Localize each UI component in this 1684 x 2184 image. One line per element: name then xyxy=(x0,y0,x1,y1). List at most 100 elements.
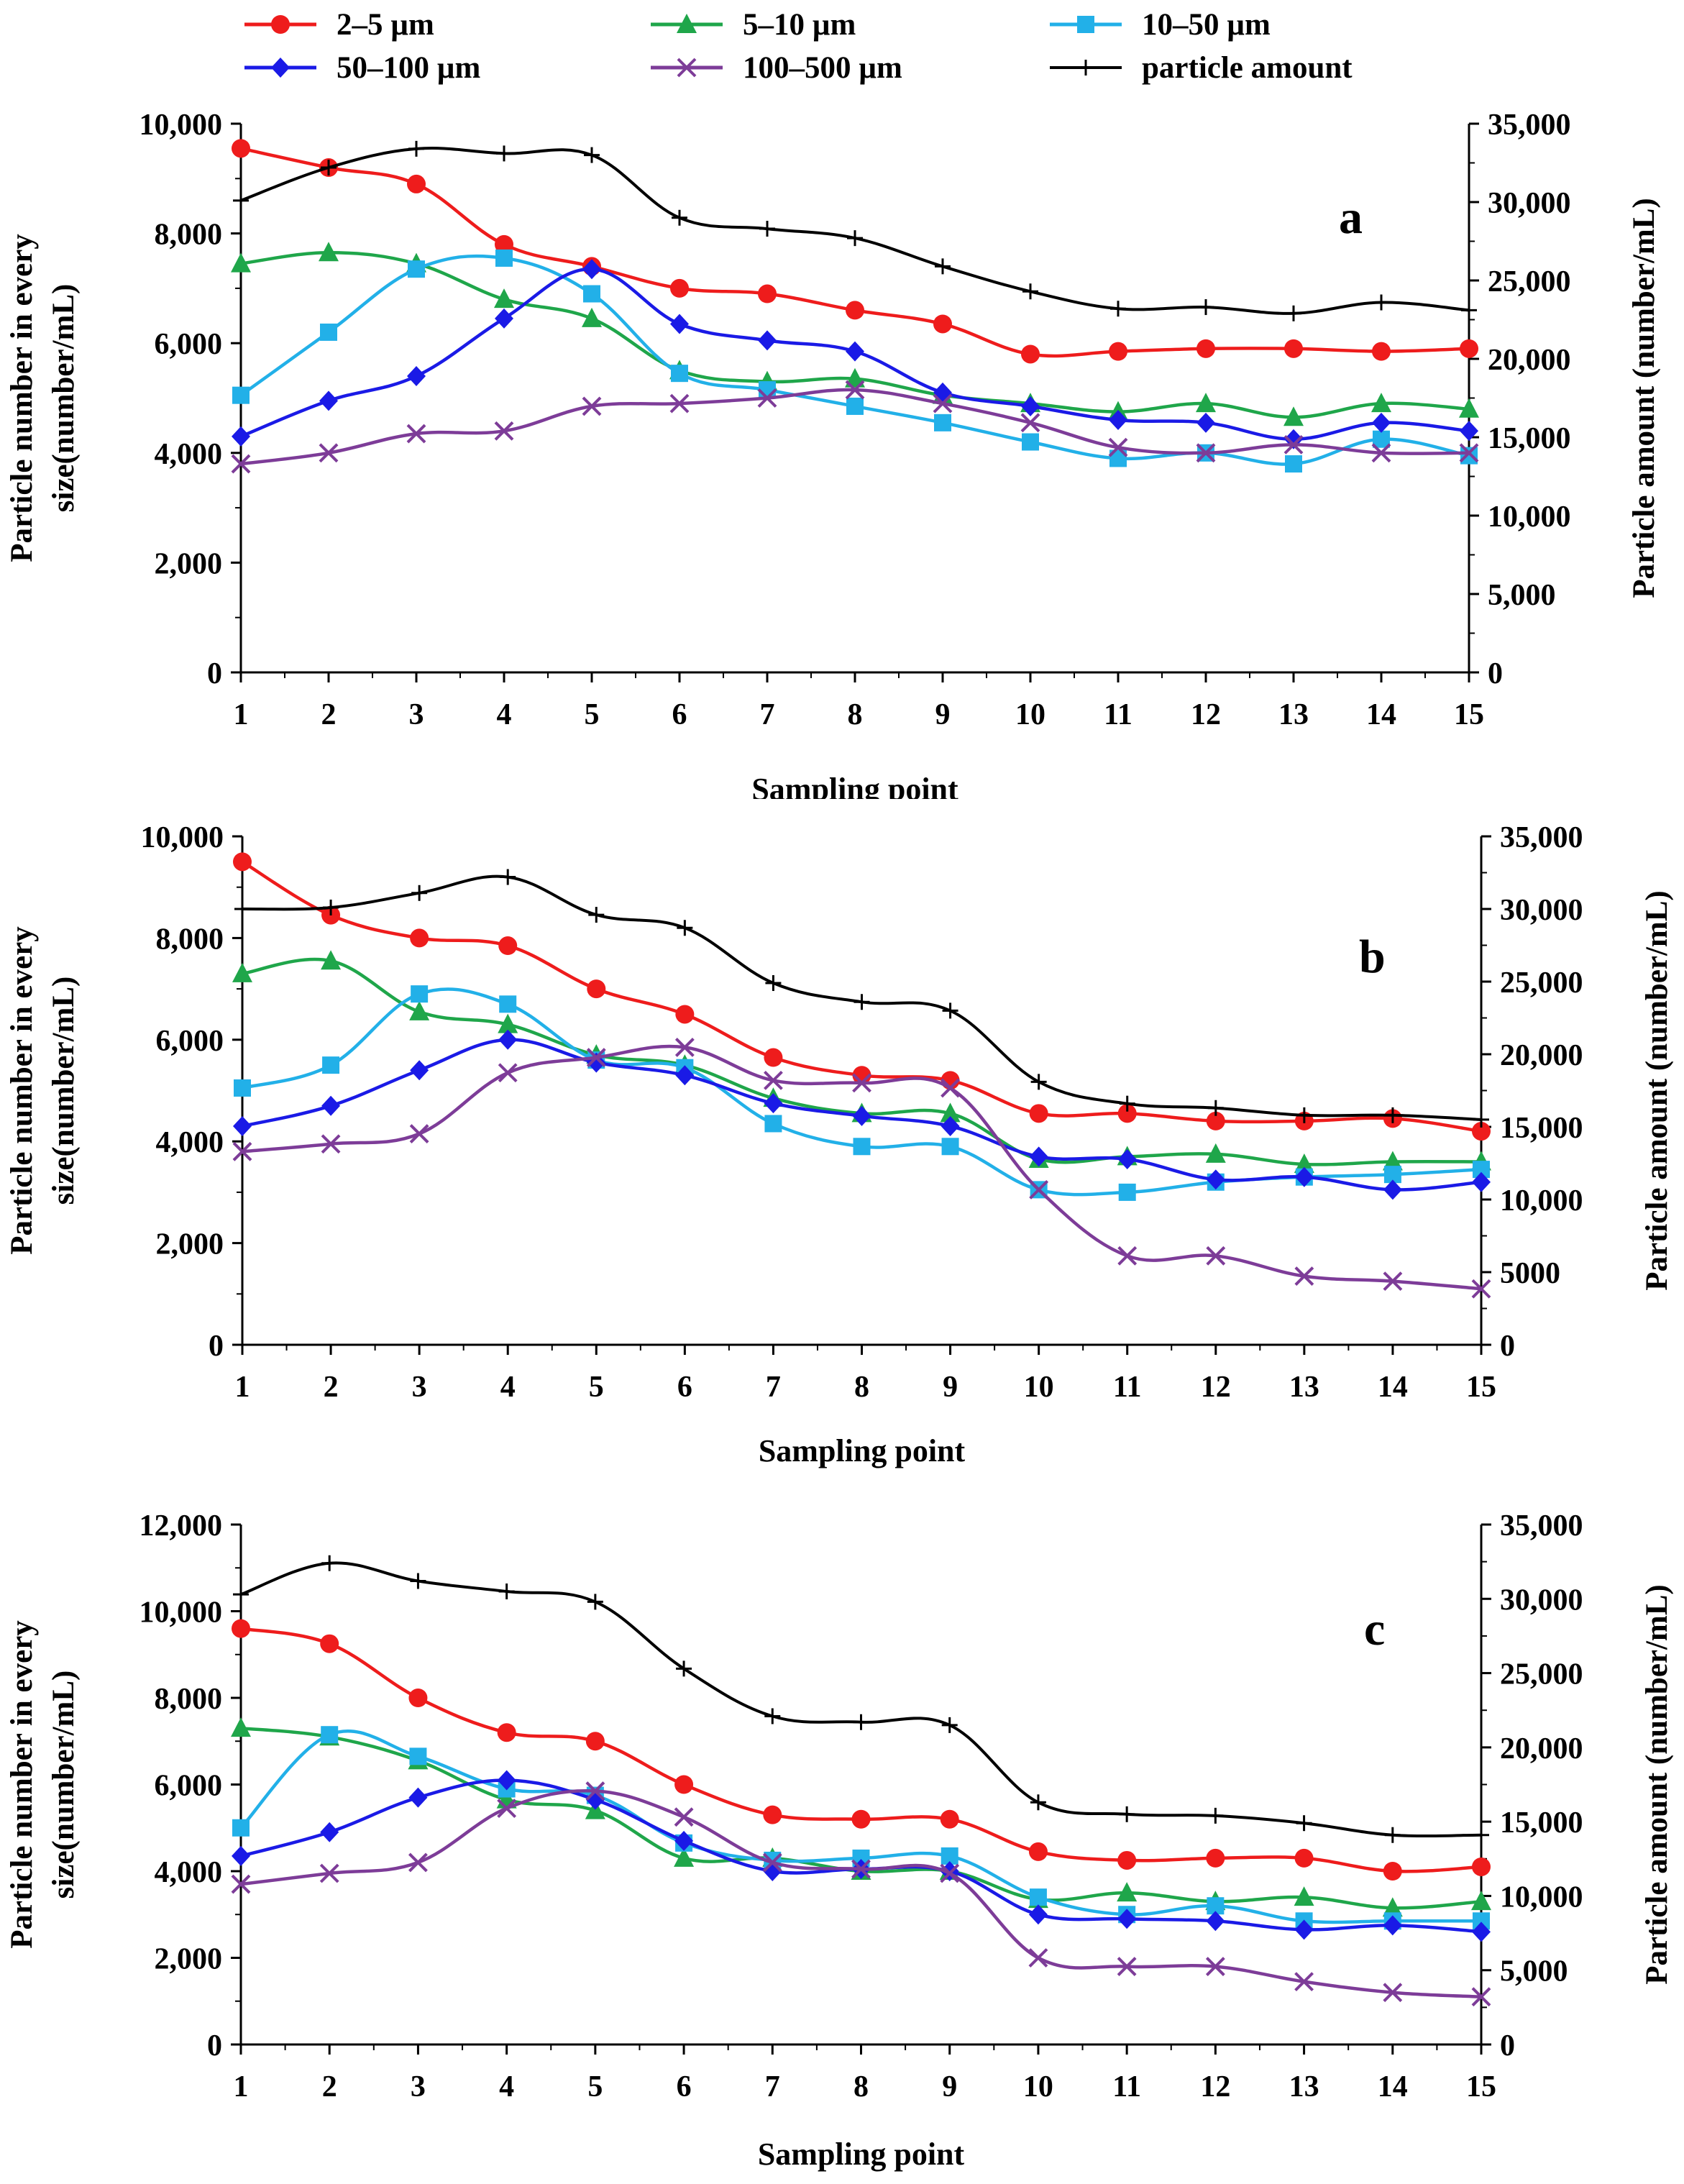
x-tick-label: 14 xyxy=(1378,2070,1408,2103)
data-point xyxy=(1117,1246,1138,1266)
data-point xyxy=(321,950,342,970)
y-right-tick-label: 5000 xyxy=(1500,1257,1560,1290)
data-point xyxy=(410,928,429,948)
x-tick-label: 4 xyxy=(499,2070,514,2103)
y-left-tick-label: 6,000 xyxy=(155,1770,223,1803)
series-particle-amount xyxy=(234,869,1489,1128)
y-left-axis-label-line-1: Particle number in every xyxy=(5,926,39,1255)
y-right-tick-label: 5,000 xyxy=(1500,1955,1568,1988)
data-point xyxy=(495,234,513,254)
x-tick-label: 15 xyxy=(1466,1371,1496,1404)
data-point xyxy=(940,1809,959,1829)
x-tick-label: 6 xyxy=(677,1371,692,1404)
data-point xyxy=(587,979,606,999)
data-point xyxy=(847,230,863,247)
y-right-axis-label: Particle amount (number/mL) xyxy=(1640,890,1674,1291)
x-tick-label: 12 xyxy=(1191,698,1221,731)
series-50-100-m xyxy=(232,259,1478,449)
data-point xyxy=(1296,1107,1312,1123)
data-point xyxy=(232,386,250,404)
data-point xyxy=(1029,1179,1049,1200)
data-point xyxy=(845,380,865,400)
data-point xyxy=(1471,1891,1491,1911)
data-point xyxy=(319,390,338,411)
y-right-tick-label: 5,000 xyxy=(1488,579,1556,612)
data-point xyxy=(1384,1827,1401,1843)
data-point xyxy=(583,285,600,303)
y-right-tick-label: 35,000 xyxy=(1500,1509,1583,1543)
data-point xyxy=(1196,393,1216,413)
y-left-tick-label: 0 xyxy=(207,2029,222,2062)
data-point xyxy=(1383,1271,1403,1292)
y-left-tick-label: 2,000 xyxy=(155,547,223,580)
data-point xyxy=(496,145,512,162)
legend-item-5-10-m: 5–10 µm xyxy=(651,8,856,42)
data-point xyxy=(1460,421,1478,442)
data-point xyxy=(1196,412,1215,433)
y-left-axis-label-line-2: size(number/mL) xyxy=(47,284,81,513)
data-point xyxy=(582,307,602,327)
y-left-tick-label: 8,000 xyxy=(156,923,224,956)
data-point xyxy=(232,1819,250,1837)
data-point xyxy=(1117,1148,1137,1169)
x-tick-label: 8 xyxy=(854,1371,869,1404)
data-point xyxy=(319,443,339,463)
y-left-tick-label: 6,000 xyxy=(156,1025,224,1058)
data-point xyxy=(588,907,605,923)
data-point xyxy=(1383,1915,1402,1936)
data-point xyxy=(1294,1153,1314,1174)
data-point xyxy=(582,259,601,280)
legend-item-100-500-m: 100–500 µm xyxy=(651,51,902,85)
data-point xyxy=(499,995,517,1013)
y-right-tick-label: 10,000 xyxy=(1500,1881,1583,1914)
data-point xyxy=(1286,305,1301,321)
data-point xyxy=(674,1830,694,1851)
data-point xyxy=(941,1138,959,1156)
data-point xyxy=(1207,1807,1224,1824)
data-point xyxy=(233,1115,252,1136)
data-point xyxy=(319,242,339,262)
data-point xyxy=(409,1000,430,1020)
data-point xyxy=(1206,1111,1225,1130)
data-point xyxy=(757,388,777,408)
y-right-tick-label: 0 xyxy=(1500,2029,1515,2062)
data-point xyxy=(1472,1122,1491,1141)
data-point xyxy=(232,962,252,982)
data-point xyxy=(1030,1074,1047,1090)
data-point xyxy=(1029,1888,1047,1906)
data-point xyxy=(233,852,252,872)
legend-label: particle amount xyxy=(1142,51,1353,85)
x-tick-label: 7 xyxy=(766,1371,781,1404)
data-point xyxy=(498,1013,518,1033)
data-point xyxy=(1206,1911,1225,1932)
series-2-5-m xyxy=(232,139,1478,364)
x-tick-label: 5 xyxy=(585,698,600,731)
data-point xyxy=(846,301,864,320)
legend-label: 100–500 µm xyxy=(743,51,902,85)
x-tick-label: 11 xyxy=(1113,1371,1142,1404)
data-point xyxy=(1284,339,1303,358)
data-point xyxy=(941,1115,960,1136)
data-point xyxy=(670,278,689,298)
x-axis-label: Sampling point xyxy=(759,1433,966,1468)
data-point xyxy=(494,288,514,309)
data-point xyxy=(1108,437,1128,457)
data-point xyxy=(586,1048,606,1067)
y-left-tick-label: 10,000 xyxy=(139,1596,223,1630)
data-point xyxy=(1461,302,1477,319)
data-point xyxy=(232,1845,250,1866)
data-point xyxy=(672,209,687,226)
data-point xyxy=(408,1787,428,1808)
x-tick-label: 15 xyxy=(1466,2070,1496,2103)
x-tick-label: 4 xyxy=(500,1371,516,1404)
data-point xyxy=(1117,1882,1138,1902)
x-tick-label: 14 xyxy=(1366,698,1396,731)
data-point xyxy=(231,454,251,474)
data-point xyxy=(234,1079,251,1097)
data-point xyxy=(1373,294,1389,311)
data-point xyxy=(1283,434,1304,454)
y-right-tick-label: 25,000 xyxy=(1500,967,1583,1000)
data-point xyxy=(1205,1143,1226,1163)
x-tick-label: 1 xyxy=(234,2070,249,2103)
data-point xyxy=(495,249,513,267)
